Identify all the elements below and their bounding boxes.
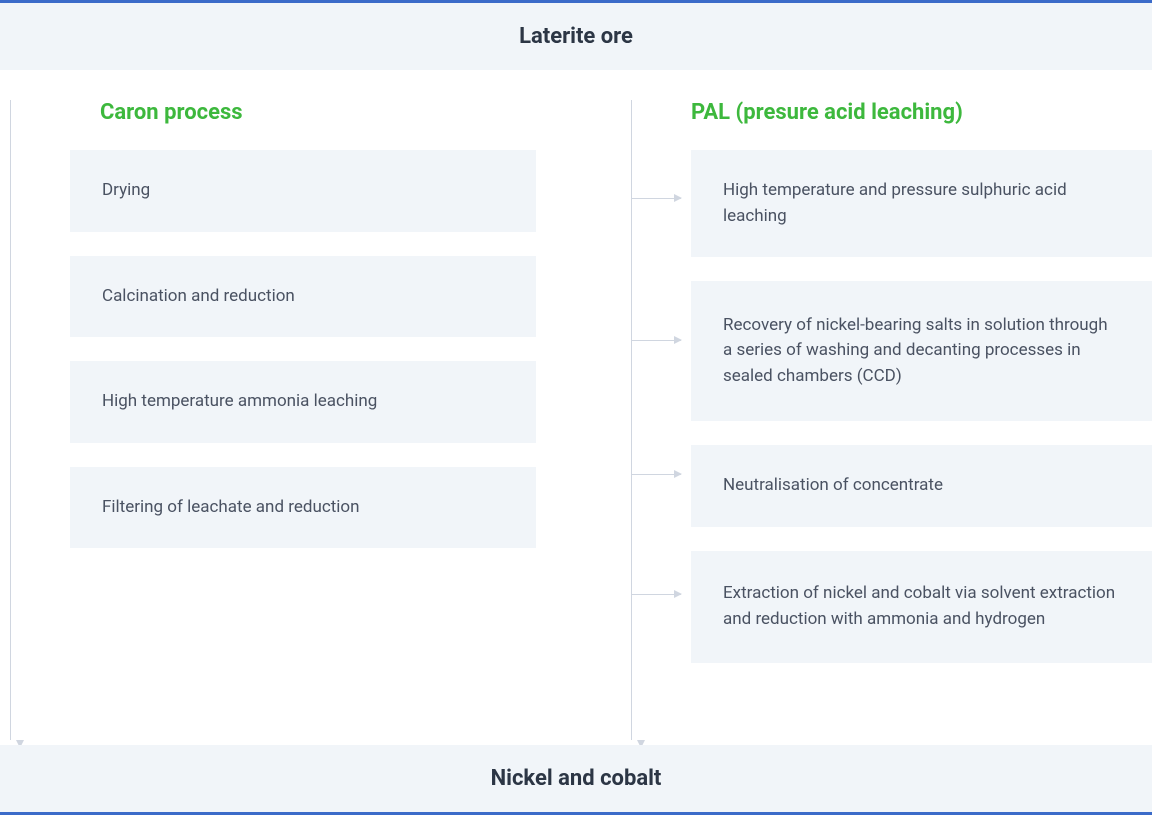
column-left-area: Caron process Drying Calcination and red… bbox=[0, 100, 576, 740]
step-text: High temperature and pressure sulphuric … bbox=[723, 178, 1120, 229]
step-text: Extraction of nickel and cobalt via solv… bbox=[723, 581, 1120, 632]
step-box: High temperature ammonia leaching bbox=[70, 361, 536, 443]
step-text: High temperature ammonia leaching bbox=[102, 389, 377, 415]
column-left: Caron process Drying Calcination and red… bbox=[0, 100, 576, 740]
step-box: High temperature and pressure sulphuric … bbox=[691, 150, 1152, 257]
step-box: Filtering of leachate and reduction bbox=[70, 467, 536, 549]
step-box: Calcination and reduction bbox=[70, 256, 536, 338]
footer-title: Nickel and cobalt bbox=[491, 766, 662, 791]
step-box: Neutralisation of concentrate bbox=[691, 445, 1152, 527]
process-title-pal: PAL (presure acid leaching) bbox=[691, 100, 1152, 125]
step-text: Drying bbox=[102, 178, 150, 204]
footer-bar: Nickel and cobalt bbox=[0, 745, 1152, 815]
step-box: Drying bbox=[70, 150, 536, 232]
step-box: Extraction of nickel and cobalt via solv… bbox=[691, 551, 1152, 663]
column-right-inner: PAL (presure acid leaching) High tempera… bbox=[576, 100, 1152, 663]
header-bar: Laterite ore bbox=[0, 0, 1152, 70]
column-right-area: PAL (presure acid leaching) High tempera… bbox=[576, 100, 1152, 740]
steps-container-left: Drying Calcination and reduction High te… bbox=[70, 150, 536, 548]
process-title-caron: Caron process bbox=[100, 100, 536, 125]
steps-container-right: High temperature and pressure sulphuric … bbox=[691, 150, 1152, 663]
arrow-right-icon bbox=[631, 474, 681, 475]
step-text: Neutralisation of concentrate bbox=[723, 473, 943, 499]
vertical-flow-line bbox=[10, 100, 11, 740]
step-box: Recovery of nickel-bearing salts in solu… bbox=[691, 281, 1152, 421]
column-left-inner: Caron process Drying Calcination and red… bbox=[0, 100, 576, 548]
step-text: Recovery of nickel-bearing salts in solu… bbox=[723, 313, 1120, 390]
step-text: Filtering of leachate and reduction bbox=[102, 495, 360, 521]
vertical-flow-line bbox=[631, 100, 632, 740]
column-right: PAL (presure acid leaching) High tempera… bbox=[576, 100, 1152, 740]
arrow-right-icon bbox=[631, 198, 681, 199]
step-text: Calcination and reduction bbox=[102, 284, 295, 310]
columns-wrap: Caron process Drying Calcination and red… bbox=[0, 70, 1152, 740]
header-title: Laterite ore bbox=[519, 24, 633, 49]
arrow-right-icon bbox=[631, 594, 681, 595]
arrow-right-icon bbox=[631, 340, 681, 341]
